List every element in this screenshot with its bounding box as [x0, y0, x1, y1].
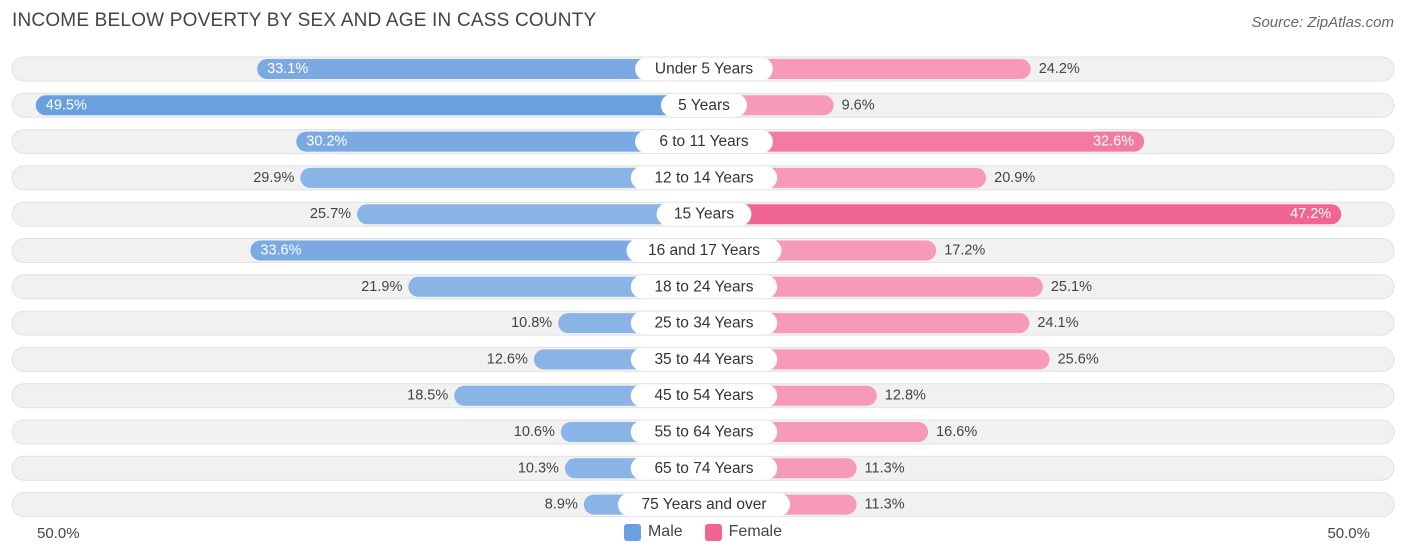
- category-label: 18 to 24 Years: [654, 278, 753, 295]
- category-label: 75 Years and over: [642, 496, 767, 513]
- data-label-male: 18.5%: [407, 388, 448, 404]
- category-label: 65 to 74 Years: [654, 460, 753, 477]
- category-pill: [635, 57, 773, 81]
- data-label-male: 49.5%: [46, 97, 87, 113]
- bar-female: [704, 59, 1031, 79]
- bar-female: [704, 204, 1342, 225]
- diverging-bar-chart: 33.1% 24.2% Under 5 Years 49.5% 9.6% 5 Years 3…: [11, 56, 1395, 518]
- source-label: Source: ZipAtlas.com: [1251, 14, 1394, 31]
- category-label: 6 to 11 Years: [659, 133, 749, 150]
- category-pill: [630, 347, 778, 371]
- data-label-male: 33.1%: [267, 61, 308, 77]
- category-label: 5 Years: [678, 97, 730, 114]
- category-pill: [656, 202, 752, 226]
- data-label-female: 20.9%: [994, 170, 1035, 186]
- category-pill: [630, 420, 778, 444]
- bar-male: [250, 240, 704, 261]
- data-label-male: 33.6%: [260, 243, 301, 259]
- data-label-female: 17.2%: [944, 243, 985, 259]
- legend-item-female[interactable]: Female: [704, 523, 783, 541]
- category-pill: [630, 275, 778, 299]
- bar-female: [704, 349, 1050, 370]
- category-label: 25 to 34 Years: [654, 315, 753, 332]
- category-pill: [617, 493, 791, 517]
- category-label: 12 to 14 Years: [654, 169, 753, 186]
- data-label-male: 21.9%: [361, 279, 402, 295]
- data-label-female: 25.1%: [1051, 279, 1092, 295]
- legend-item-male[interactable]: Male: [623, 523, 683, 541]
- category-pill: [630, 456, 778, 480]
- bar-female: [704, 276, 1043, 297]
- data-label-female: 9.6%: [842, 97, 875, 113]
- data-label-female: 24.1%: [1037, 315, 1078, 331]
- bar-male: [408, 276, 704, 297]
- data-label-male: 10.8%: [511, 315, 552, 331]
- data-label-male: 30.2%: [306, 134, 347, 150]
- female-swatch: [704, 523, 722, 541]
- bar-male: [357, 204, 704, 225]
- bar-female: [704, 131, 1145, 152]
- category-label: 16 and 17 Years: [648, 242, 760, 259]
- data-label-female: 32.6%: [1093, 134, 1134, 150]
- data-label-male: 8.9%: [545, 497, 578, 513]
- data-label-female: 16.6%: [936, 424, 977, 440]
- category-pill: [635, 130, 773, 154]
- data-label-male: 12.6%: [487, 351, 528, 367]
- category-label: 55 to 64 Years: [654, 424, 753, 441]
- legend: Male Female: [0, 523, 1406, 541]
- data-label-female: 12.8%: [885, 388, 926, 404]
- bar-male: [257, 59, 704, 79]
- category-label: 35 to 44 Years: [654, 351, 753, 368]
- data-label-male: 25.7%: [310, 206, 351, 222]
- data-label-female: 24.2%: [1039, 61, 1080, 77]
- axis-left-label: 50.0%: [37, 525, 80, 542]
- category-pill: [630, 384, 778, 408]
- legend-label-male: Male: [647, 523, 683, 540]
- data-label-female: 47.2%: [1290, 206, 1331, 222]
- axis-right-label: 50.0%: [1327, 525, 1370, 542]
- chart-title: INCOME BELOW POVERTY BY SEX AND AGE IN C…: [12, 10, 597, 31]
- category-pill: [630, 166, 778, 190]
- category-pill: [626, 239, 782, 262]
- bar-female: [704, 313, 1030, 334]
- bar-male: [296, 131, 704, 152]
- category-label: Under 5 Years: [655, 61, 753, 78]
- data-label-female: 25.6%: [1058, 351, 1099, 367]
- category-label: 45 to 54 Years: [654, 387, 753, 404]
- data-label-female: 11.3%: [865, 497, 905, 513]
- category-pill: [660, 93, 748, 117]
- legend-label-female: Female: [728, 523, 783, 540]
- data-label-female: 11.3%: [865, 460, 905, 476]
- bar-male: [35, 95, 704, 116]
- bar-male: [300, 167, 704, 188]
- category-label: 15 Years: [674, 206, 735, 223]
- category-pill: [630, 311, 778, 335]
- male-swatch: [623, 523, 641, 541]
- data-label-male: 10.6%: [514, 424, 555, 440]
- data-label-male: 29.9%: [253, 170, 294, 186]
- data-label-male: 10.3%: [518, 460, 559, 476]
